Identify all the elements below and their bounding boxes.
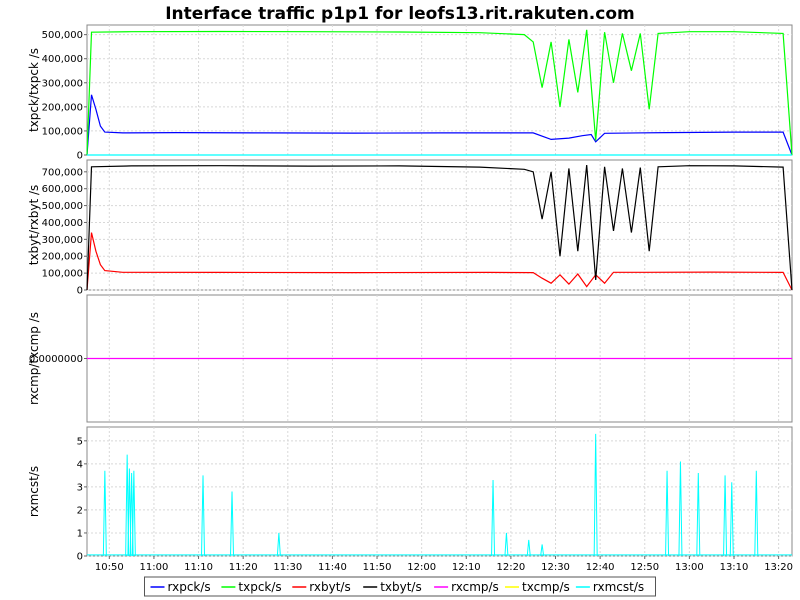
spike — [504, 532, 509, 557]
panel-frame — [86, 24, 793, 156]
y-axis-label: rxmcst/s — [27, 466, 41, 517]
legend-box — [144, 576, 656, 597]
y-tick-label: 0 — [77, 151, 83, 162]
legend-label: txcmp/s — [522, 580, 570, 594]
spike — [540, 544, 545, 557]
series-txbyt-s — [86, 165, 793, 291]
spike — [593, 433, 598, 557]
spike — [491, 479, 496, 557]
legend-label: rxpck/s — [168, 580, 211, 594]
x-axis: 10:50 11:00 11:10 11:20 11:30 11:40 11:50 12:00… — [95, 556, 793, 573]
chart-panels: 0100,000200,000300,000400,000500,000txpc… — [27, 24, 793, 563]
spike — [696, 473, 701, 557]
x-tick-label: 12:40 — [586, 562, 615, 573]
legend-item-rxmcst-s: rxmcst/s — [575, 580, 644, 594]
x-tick-label: 12:20 — [496, 562, 525, 573]
x-tick-label: 12:10 — [452, 562, 481, 573]
x-tick-label: 13:20 — [764, 562, 793, 573]
x-tick-label: 11:10 — [184, 562, 213, 573]
y-tick-label: 3 — [77, 482, 83, 493]
series-rxmcst-s — [87, 433, 792, 557]
x-tick-label: 11:20 — [229, 562, 258, 573]
y-tick-label: 200,000 — [42, 102, 83, 113]
spike — [723, 475, 728, 557]
chart-title: Interface traffic p1p1 for leofs13.rit.r… — [165, 4, 635, 24]
y-axis-label: rxcmp/txcmp /s — [27, 312, 41, 405]
spike — [201, 475, 206, 557]
y-tick-label: 500,000 — [42, 30, 83, 41]
x-tick-label: 11:00 — [140, 562, 169, 573]
spike — [526, 539, 531, 557]
y-tick-label: 400,000 — [42, 218, 83, 229]
legend-item-txcmp-s: txcmp/s — [505, 580, 570, 594]
y-tick-label: 400,000 — [42, 54, 83, 65]
spike — [131, 470, 136, 557]
panel-1: 0 100,000 200,000 300,000 400,000 500,000txpc… — [27, 24, 793, 162]
y-axis-label: txpck/txpck /s — [27, 48, 41, 132]
legend-item-txbyt-s: txbyt/s — [363, 580, 422, 594]
y-tick-label: 500,000 — [42, 201, 83, 212]
spike — [729, 482, 734, 557]
x-tick-label: 11:50 — [363, 562, 392, 573]
spike — [754, 470, 759, 557]
y-tick-label: 1 — [77, 528, 83, 539]
panel-4: 0 1 2 3 4 5 rxmcst/s — [27, 426, 793, 563]
panel-frame — [86, 426, 793, 557]
legend-label: rxbyt/s — [309, 580, 350, 594]
y-tick-label: 600,000 — [42, 184, 83, 195]
spike — [276, 532, 281, 557]
y-tick-label: 300,000 — [42, 235, 83, 246]
legend-label: rxmcst/s — [593, 580, 644, 594]
y-tick-label: 5 — [77, 436, 83, 447]
y-axis-label: txbyt/rxbyt /s — [27, 185, 41, 266]
legend-item-txpck-s: txpck/s — [221, 580, 282, 594]
x-tick-label: 10:50 — [95, 562, 124, 573]
legend-item-rxbyt-s: rxbyt/s — [292, 580, 351, 594]
legend-label: txbyt/s — [380, 580, 422, 594]
spike — [230, 491, 235, 557]
panel-frame — [86, 159, 793, 291]
x-tick-label: 12:00 — [407, 562, 436, 573]
x-tick-label: 13:00 — [675, 562, 704, 573]
x-tick-label: 11:30 — [273, 562, 302, 573]
y-tick-label: 700,000 — [42, 167, 83, 178]
y-tick-label: 2 — [77, 505, 83, 516]
legend-item-rxcmp-s: rxcmp/s — [434, 580, 499, 594]
x-tick-label: 13:10 — [720, 562, 749, 573]
legend-label: rxcmp/s — [451, 580, 499, 594]
legend-label: txpck/s — [238, 580, 281, 594]
spike — [678, 461, 683, 557]
y-tick-label: 0 — [77, 552, 83, 563]
legend-item-rxpck-s: rxpck/s — [150, 580, 211, 594]
y-tick-label: 100,000 — [42, 126, 83, 137]
y-tick-label: 0.0000000 — [29, 354, 83, 365]
y-tick-label: 200,000 — [42, 252, 83, 263]
panel-2: 0 100,000 200,000 300,000 400,000 500,000 600,… — [27, 159, 793, 297]
series-rxbyt-s — [86, 232, 793, 291]
spike — [102, 470, 107, 557]
series-txpck-s — [86, 29, 793, 156]
x-tick-label: 12:50 — [630, 562, 659, 573]
x-tick-label: 11:40 — [318, 562, 347, 573]
y-tick-label: 100,000 — [42, 269, 83, 280]
series-rxpck-s — [86, 94, 793, 156]
y-tick-label: 4 — [77, 459, 83, 470]
chart-legend: rxpck/s txpck/s rxbyt/s txbyt/s rxcmp/s txcmp… — [144, 576, 656, 597]
y-tick-label: 0 — [77, 286, 83, 297]
spike — [665, 470, 670, 557]
y-tick-label: 300,000 — [42, 78, 83, 89]
x-tick-label: 12:30 — [541, 562, 570, 573]
